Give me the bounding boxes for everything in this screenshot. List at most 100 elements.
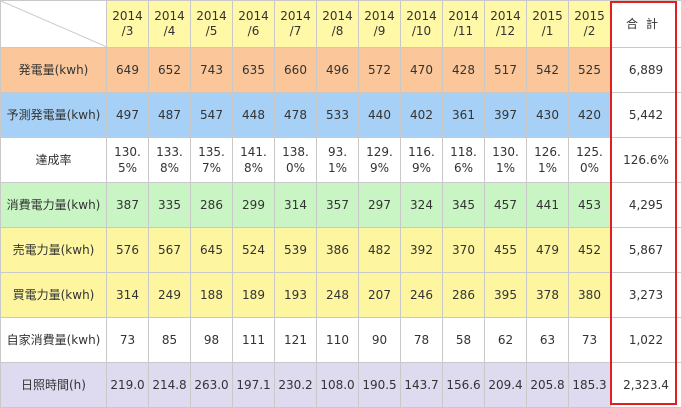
value-cell: 138. 0% [275, 138, 317, 183]
value-cell: 116. 9% [401, 138, 443, 183]
value-cell: 214.8 [149, 363, 191, 408]
value-cell: 299 [233, 183, 275, 228]
row-label: 自家消費量(kwh) [1, 318, 107, 363]
value-cell: 428 [443, 48, 485, 93]
row-label: 消費電力量(kwh) [1, 183, 107, 228]
value-cell: 205.8 [527, 363, 569, 408]
value-cell: 93. 1% [317, 138, 359, 183]
value-cell: 392 [401, 228, 443, 273]
value-cell: 402 [401, 93, 443, 138]
value-cell: 130. 5% [107, 138, 149, 183]
month-header: 2014 /10 [401, 1, 443, 48]
corner-cell [1, 1, 107, 48]
value-cell: 286 [191, 183, 233, 228]
value-cell: 378 [527, 273, 569, 318]
value-cell: 395 [485, 273, 527, 318]
value-cell: 572 [359, 48, 401, 93]
value-cell: 63 [527, 318, 569, 363]
total-cell: 1,022 [611, 318, 681, 363]
value-cell: 248 [317, 273, 359, 318]
value-cell: 361 [443, 93, 485, 138]
total-cell: 5,442 [611, 93, 681, 138]
month-header: 2014 /4 [149, 1, 191, 48]
value-cell: 441 [527, 183, 569, 228]
value-cell: 110 [317, 318, 359, 363]
value-cell: 478 [275, 93, 317, 138]
value-cell: 230.2 [275, 363, 317, 408]
value-cell: 286 [443, 273, 485, 318]
month-header: 2014 /11 [443, 1, 485, 48]
value-cell: 141. 8% [233, 138, 275, 183]
value-cell: 482 [359, 228, 401, 273]
value-cell: 73 [107, 318, 149, 363]
value-cell: 542 [527, 48, 569, 93]
value-cell: 357 [317, 183, 359, 228]
value-cell: 133. 8% [149, 138, 191, 183]
value-cell: 297 [359, 183, 401, 228]
value-cell: 539 [275, 228, 317, 273]
row-label: 売電力量(kwh) [1, 228, 107, 273]
total-cell: 6,889 [611, 48, 681, 93]
value-cell: 98 [191, 318, 233, 363]
value-cell: 496 [317, 48, 359, 93]
value-cell: 249 [149, 273, 191, 318]
row-label: 予測発電量(kwh) [1, 93, 107, 138]
value-cell: 567 [149, 228, 191, 273]
value-cell: 440 [359, 93, 401, 138]
month-header: 2014 /8 [317, 1, 359, 48]
value-cell: 345 [443, 183, 485, 228]
value-cell: 380 [569, 273, 611, 318]
row-label: 日照時間(h) [1, 363, 107, 408]
value-cell: 62 [485, 318, 527, 363]
value-cell: 652 [149, 48, 191, 93]
value-cell: 189 [233, 273, 275, 318]
value-cell: 649 [107, 48, 149, 93]
value-cell: 314 [107, 273, 149, 318]
row-label: 達成率 [1, 138, 107, 183]
value-cell: 430 [527, 93, 569, 138]
value-cell: 547 [191, 93, 233, 138]
value-cell: 497 [107, 93, 149, 138]
value-cell: 397 [485, 93, 527, 138]
value-cell: 525 [569, 48, 611, 93]
total-cell: 5,867 [611, 228, 681, 273]
value-cell: 143.7 [401, 363, 443, 408]
value-cell: 487 [149, 93, 191, 138]
value-cell: 209.4 [485, 363, 527, 408]
value-cell: 660 [275, 48, 317, 93]
total-cell: 4,295 [611, 183, 681, 228]
value-cell: 370 [443, 228, 485, 273]
value-cell: 576 [107, 228, 149, 273]
value-cell: 517 [485, 48, 527, 93]
value-cell: 58 [443, 318, 485, 363]
value-cell: 90 [359, 318, 401, 363]
value-cell: 185.3 [569, 363, 611, 408]
value-cell: 125. 0% [569, 138, 611, 183]
value-cell: 197.1 [233, 363, 275, 408]
value-cell: 129. 9% [359, 138, 401, 183]
value-cell: 324 [401, 183, 443, 228]
value-cell: 470 [401, 48, 443, 93]
value-cell: 645 [191, 228, 233, 273]
month-header: 2014 /12 [485, 1, 527, 48]
month-header: 2014 /3 [107, 1, 149, 48]
total-cell: 2,323.4 [611, 363, 681, 408]
value-cell: 121 [275, 318, 317, 363]
value-cell: 314 [275, 183, 317, 228]
row-label: 発電量(kwh) [1, 48, 107, 93]
month-header: 2014 /5 [191, 1, 233, 48]
value-cell: 73 [569, 318, 611, 363]
value-cell: 135. 7% [191, 138, 233, 183]
value-cell: 85 [149, 318, 191, 363]
month-header: 2014 /9 [359, 1, 401, 48]
value-cell: 246 [401, 273, 443, 318]
value-cell: 130. 1% [485, 138, 527, 183]
value-cell: 455 [485, 228, 527, 273]
value-cell: 190.5 [359, 363, 401, 408]
value-cell: 452 [569, 228, 611, 273]
